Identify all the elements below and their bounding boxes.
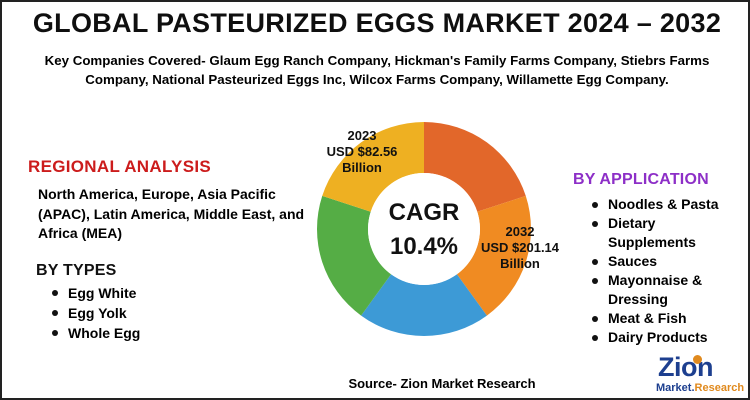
donut-hole — [368, 173, 480, 285]
types-list: Egg White Egg Yolk Whole Egg — [50, 283, 140, 343]
donut-slice-3 — [361, 274, 487, 336]
cagr-label: CAGR 10.4% — [311, 196, 537, 264]
donut-slice-2 — [456, 195, 531, 316]
annotation-2023: 2023 USD $82.56 Billion — [302, 128, 422, 176]
donut-svg — [317, 122, 531, 336]
donut-slice-1 — [424, 122, 526, 212]
application-heading: BY APPLICATION — [573, 171, 709, 188]
application-item: Dietary Supplements — [590, 214, 740, 252]
donut-chart: CAGR 10.4% — [311, 116, 537, 342]
annotation-2032-value: USD $201.14 — [480, 240, 560, 255]
donut-slice-5 — [322, 122, 424, 212]
logo-subtitle-a: Market. — [656, 382, 695, 394]
companies-text: Key Companies Covered- Glaum Egg Ranch C… — [44, 53, 710, 87]
logo-dot-icon — [693, 355, 702, 364]
annotation-2032: 2032 USD $201.14 Billion — [460, 224, 580, 272]
cagr-title: CAGR — [388, 199, 460, 226]
application-item: Mayonnaise & Dressing — [590, 271, 740, 309]
logo-subtitle: Market.Research — [656, 381, 744, 395]
zion-logo: Zion Market.Research — [650, 352, 748, 398]
annotation-2023-year: 2023 — [347, 128, 377, 143]
annotation-2032-year: 2032 — [505, 224, 535, 239]
regional-heading: REGIONAL ANALYSIS — [28, 157, 212, 176]
logo-subtitle-b: Research — [694, 382, 745, 394]
annotation-2032-unit: Billion — [500, 256, 540, 271]
application-item: Sauces — [590, 252, 740, 271]
donut-slice-4 — [317, 195, 392, 316]
annotation-2023-value: USD $82.56 — [326, 144, 398, 159]
types-item: Egg Yolk — [50, 303, 140, 323]
page-title: GLOBAL PASTEURIZED EGGS MARKET 2024 – 20… — [32, 8, 722, 38]
regional-text: North America, Europe, Asia Pacific (APA… — [38, 186, 305, 241]
application-item: Meat & Fish — [590, 309, 740, 328]
application-list: Noodles & Pasta Dietary Supplements Sauc… — [590, 195, 740, 347]
source-text: Source- Zion Market Research — [348, 376, 536, 391]
cagr-value: 10.4% — [389, 233, 459, 260]
application-item: Noodles & Pasta — [590, 195, 740, 214]
types-item: Whole Egg — [50, 323, 140, 343]
application-item: Dairy Products — [590, 328, 740, 347]
logo-wordmark: Zion — [658, 352, 713, 382]
annotation-2023-unit: Billion — [342, 160, 382, 175]
types-heading: BY TYPES — [36, 262, 117, 279]
types-item: Egg White — [50, 283, 140, 303]
